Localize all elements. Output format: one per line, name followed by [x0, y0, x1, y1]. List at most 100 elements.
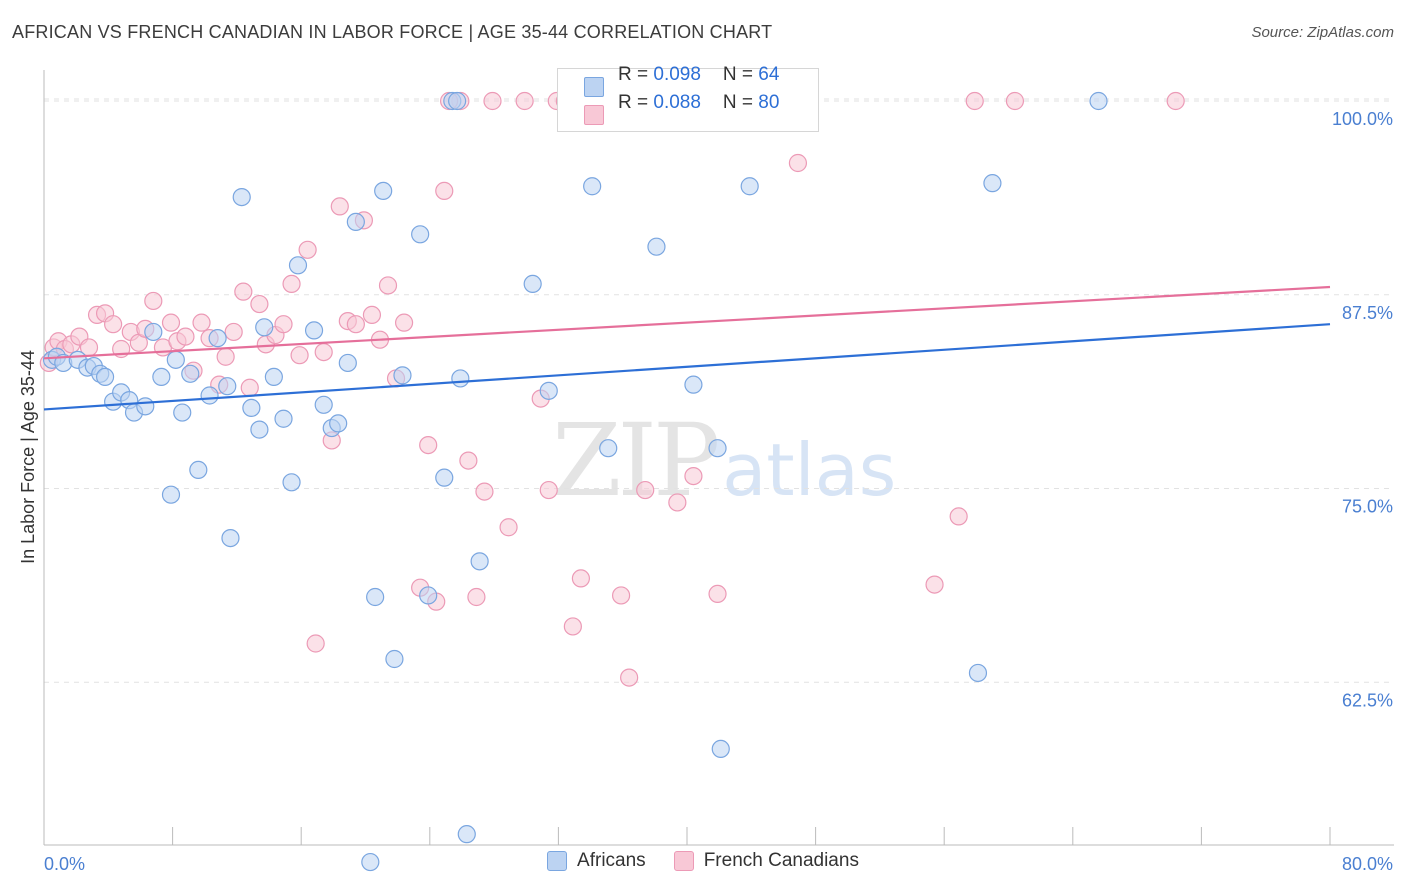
watermark-atlas: atlas — [722, 428, 897, 512]
african-point — [419, 586, 438, 605]
french-point — [788, 153, 808, 173]
african-point — [361, 852, 380, 872]
french-point — [282, 274, 301, 293]
french-point — [483, 91, 502, 111]
african-point — [338, 353, 357, 373]
chart-title: AFRICAN VS FRENCH CANADIAN IN LABOR FORC… — [12, 22, 773, 42]
french-n-label: N = — [722, 92, 759, 113]
french-point — [419, 436, 438, 455]
african-point — [274, 409, 293, 428]
africans-r-label: R = — [618, 64, 654, 85]
african-point — [385, 649, 404, 669]
french-point — [240, 378, 259, 397]
french-point — [290, 346, 309, 365]
stats-legend: R = 0.098 N = 64 R = 0.088 N = 80 — [557, 64, 819, 132]
french-point — [515, 91, 534, 111]
african-point — [95, 367, 115, 386]
african-point — [393, 366, 412, 385]
french-point — [1166, 91, 1185, 111]
french-point — [708, 584, 727, 604]
african-point — [740, 177, 759, 196]
african-point — [583, 177, 602, 196]
french-point — [435, 181, 454, 200]
y-axis-label: In Labor Force | Age 35-44 — [18, 350, 38, 564]
french-point — [571, 569, 591, 588]
french-point — [965, 91, 984, 111]
french-point — [925, 575, 944, 594]
y-tick-label: 87.5% — [1342, 303, 1393, 323]
french-point — [298, 240, 317, 259]
french-point — [620, 668, 639, 687]
french-point — [636, 480, 655, 500]
french-point — [274, 315, 293, 334]
french-n-value: 80 — [758, 92, 780, 113]
african-point — [242, 398, 261, 417]
french-point — [234, 282, 253, 301]
french-point — [224, 322, 243, 342]
french-point — [314, 343, 333, 362]
african-point — [218, 377, 237, 396]
african-point — [374, 181, 393, 200]
africans-swatch — [584, 77, 604, 97]
french-point — [192, 313, 211, 332]
french-point — [611, 586, 631, 605]
french-point — [684, 467, 703, 486]
africans-n-label: N = — [722, 64, 759, 85]
french-point — [394, 313, 414, 332]
african-point — [346, 212, 365, 231]
african-point — [282, 473, 301, 492]
french-point — [949, 507, 968, 526]
africans-trend-line — [43, 323, 1331, 411]
french-point — [459, 451, 478, 470]
french-point — [362, 305, 382, 324]
african-point — [968, 663, 988, 683]
french-point — [475, 482, 494, 501]
african-point — [152, 367, 171, 386]
african-point — [161, 485, 181, 504]
african-point — [221, 528, 240, 548]
african-point — [208, 329, 227, 348]
legend-africans-swatch — [547, 851, 568, 871]
french-point — [161, 313, 181, 332]
legend-item-french[interactable]: French Canadians — [673, 850, 859, 872]
y-tick-label: 62.5% — [1342, 690, 1393, 710]
africans-stats-text: R = 0.098 N = 64 — [618, 64, 779, 86]
french-r-value: 0.088 — [653, 92, 701, 113]
african-point — [411, 225, 430, 244]
french-stats-text: R = 0.088 N = 80 — [618, 92, 779, 114]
french-point — [378, 276, 398, 295]
african-point — [539, 381, 558, 400]
french-point — [499, 518, 518, 537]
african-point — [366, 587, 385, 607]
legend-french-label: French Canadians — [703, 850, 859, 871]
african-point — [189, 460, 208, 479]
french-trend-line — [43, 285, 1331, 360]
french-point — [330, 197, 349, 216]
y-tick-label: 100.0% — [1332, 109, 1393, 129]
african-point — [166, 350, 185, 369]
bottom-legend: Africans French Canadians — [0, 850, 1406, 872]
french-point — [176, 327, 195, 346]
x-tick-label: 80.0% — [1342, 854, 1393, 874]
french-point — [668, 493, 687, 512]
african-point — [255, 318, 274, 337]
x-tick-label: 0.0% — [44, 854, 85, 874]
legend-africans-label: Africans — [577, 850, 646, 871]
french-swatch — [584, 105, 604, 125]
french-point — [250, 294, 269, 314]
african-point — [1089, 91, 1108, 111]
african-point — [304, 321, 324, 340]
african-point — [181, 364, 200, 383]
african-point — [232, 188, 251, 207]
legend-item-africans[interactable]: Africans — [547, 850, 646, 872]
african-point — [451, 369, 470, 388]
french-point — [1005, 91, 1025, 111]
watermark: ZIPatlas — [552, 402, 896, 519]
african-point — [144, 322, 163, 342]
african-point — [711, 739, 730, 759]
french-r-label: R = — [618, 92, 654, 113]
african-point — [288, 256, 308, 275]
french-point — [539, 480, 558, 500]
african-point — [250, 420, 269, 439]
